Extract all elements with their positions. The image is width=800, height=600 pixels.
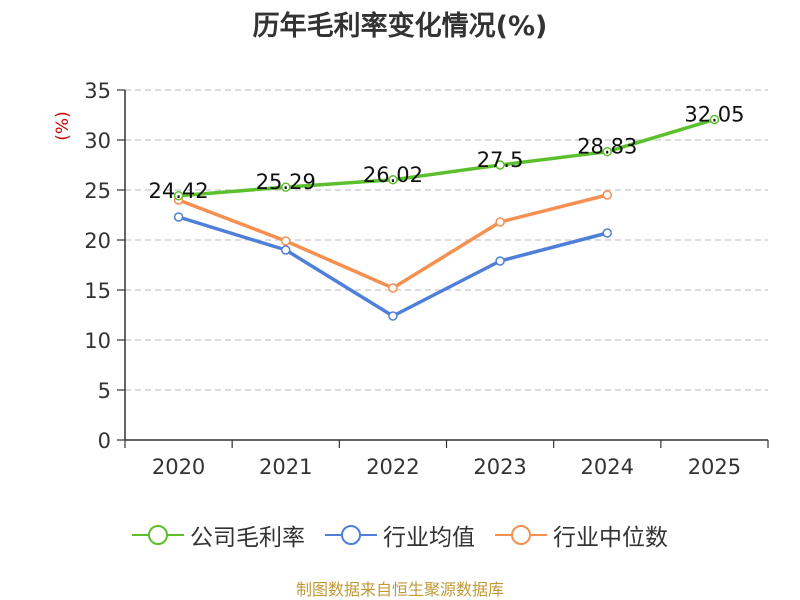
data-label: 32.05: [684, 103, 744, 127]
data-point: [173, 212, 184, 222]
data-point: [602, 190, 612, 200]
legend-label: 公司毛利率: [190, 525, 305, 551]
x-tick-label: 2022: [366, 455, 419, 479]
legend-marker-icon: [132, 525, 184, 545]
data-point: [388, 175, 398, 185]
data-label: 28.83: [577, 135, 637, 159]
source-note: 制图数据来自恒生聚源数据库: [295, 580, 504, 599]
x-tick-label: 2025: [688, 455, 741, 479]
data-point: [388, 283, 398, 293]
series-line: [178, 117, 715, 198]
data-point: [602, 228, 612, 238]
y-tick-label: 0: [98, 429, 111, 453]
legend-marker-icon: [495, 525, 547, 545]
x-tick-label: 2021: [259, 455, 312, 479]
y-tick-label: 20: [84, 229, 111, 253]
y-tick-label: 10: [84, 329, 111, 353]
legend-label: 行业均值: [383, 525, 475, 551]
data-point: [495, 160, 505, 170]
legend-label: 行业中位数: [553, 525, 668, 551]
series-line: [177, 193, 608, 290]
data-point: [495, 256, 505, 266]
data-label: 25.29: [256, 170, 316, 194]
legend-item[interactable]: 行业中位数: [495, 518, 668, 552]
legend: 公司毛利率 行业均值 行业中位数: [0, 518, 800, 552]
data-point: [709, 114, 720, 125]
x-tick-label: 2024: [581, 455, 634, 479]
y-tick-label: 30: [84, 129, 111, 153]
legend-marker-icon: [325, 525, 377, 545]
data-point: [173, 191, 184, 201]
data-label: 24.42: [149, 179, 209, 203]
x-tick-label: 2020: [152, 455, 205, 479]
chart-title: 历年毛利率变化情况(%): [252, 11, 548, 42]
data-point: [281, 245, 291, 255]
data-label: 27.5: [477, 148, 524, 172]
series-line: [178, 215, 608, 318]
y-tick-label: 5: [98, 379, 111, 403]
y-tick-label: 15: [84, 279, 111, 303]
data-point: [388, 311, 398, 321]
data-point: [602, 146, 612, 157]
legend-item[interactable]: 公司毛利率: [132, 518, 305, 552]
y-axis-label: (%): [53, 111, 73, 140]
x-tick-label: 2023: [473, 455, 526, 479]
y-tick-label: 25: [84, 179, 111, 203]
y-tick-label: 35: [84, 79, 111, 103]
data-point: [281, 182, 291, 192]
data-label: 26.02: [363, 163, 423, 187]
data-point: [281, 236, 291, 246]
legend-item[interactable]: 行业均值: [325, 518, 475, 552]
data-point: [495, 217, 505, 227]
